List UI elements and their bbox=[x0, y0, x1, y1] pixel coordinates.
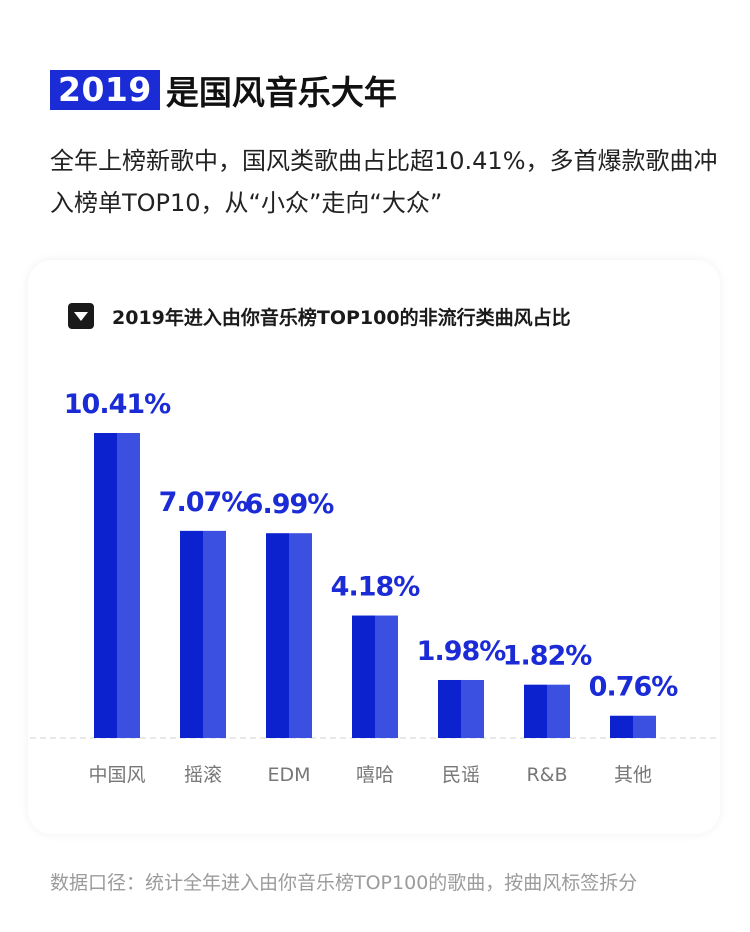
bar-left-half bbox=[266, 533, 289, 738]
bar-6 bbox=[610, 715, 656, 738]
bar-4 bbox=[438, 679, 484, 738]
bar-right-half bbox=[289, 533, 312, 738]
category-label: 摇滚 bbox=[184, 764, 222, 786]
headline: 2019 是国风音乐大年 bbox=[50, 68, 397, 112]
category-label: R&B bbox=[526, 764, 567, 786]
bar-left-half bbox=[180, 530, 203, 738]
bar-right-half bbox=[461, 679, 484, 738]
triangle-down-icon bbox=[68, 303, 94, 329]
value-label: 10.41% bbox=[64, 389, 171, 420]
value-label: 4.18% bbox=[331, 572, 421, 603]
value-label: 6.99% bbox=[245, 489, 335, 520]
bar-0 bbox=[94, 433, 140, 738]
category-label: EDM bbox=[267, 764, 310, 786]
bar-left-half bbox=[352, 615, 375, 738]
category-label: 民谣 bbox=[442, 764, 480, 786]
category-label: 中国风 bbox=[88, 764, 145, 786]
bar-right-half bbox=[375, 615, 398, 738]
category-label: 其他 bbox=[614, 764, 652, 786]
bar-right-half bbox=[117, 433, 140, 738]
category-label: 嘻哈 bbox=[356, 764, 394, 786]
value-label: 1.98% bbox=[417, 636, 507, 667]
bar-3 bbox=[352, 615, 398, 738]
footnote: 数据口径：统计全年进入由你音乐榜TOP100的歌曲，按曲风标签拆分 bbox=[50, 872, 638, 894]
bar-right-half bbox=[203, 530, 226, 738]
bar-left-half bbox=[610, 715, 633, 738]
bar-left-half bbox=[438, 679, 461, 738]
bar-left-half bbox=[94, 433, 117, 738]
year-badge: 2019 bbox=[50, 70, 160, 110]
page-title: 是国风音乐大年 bbox=[165, 73, 397, 112]
bar-2 bbox=[266, 533, 312, 738]
value-label: 7.07% bbox=[159, 487, 249, 518]
bar-right-half bbox=[547, 684, 570, 738]
chart-title: 2019年进入由你音乐榜TOP100的非流行类曲风占比 bbox=[112, 306, 571, 329]
value-label: 0.76% bbox=[589, 672, 679, 703]
bar-1 bbox=[180, 530, 226, 738]
bar-right-half bbox=[633, 715, 656, 738]
bar-5 bbox=[524, 684, 570, 738]
value-label: 1.82% bbox=[503, 641, 593, 672]
chart-card-title: 2019年进入由你音乐榜TOP100的非流行类曲风占比 bbox=[68, 302, 571, 330]
bar-left-half bbox=[524, 684, 547, 738]
intro-text: 全年上榜新歌中，国风类歌曲占比超10.41%，多首爆款歌曲冲入榜单TOP10，从… bbox=[50, 147, 718, 217]
